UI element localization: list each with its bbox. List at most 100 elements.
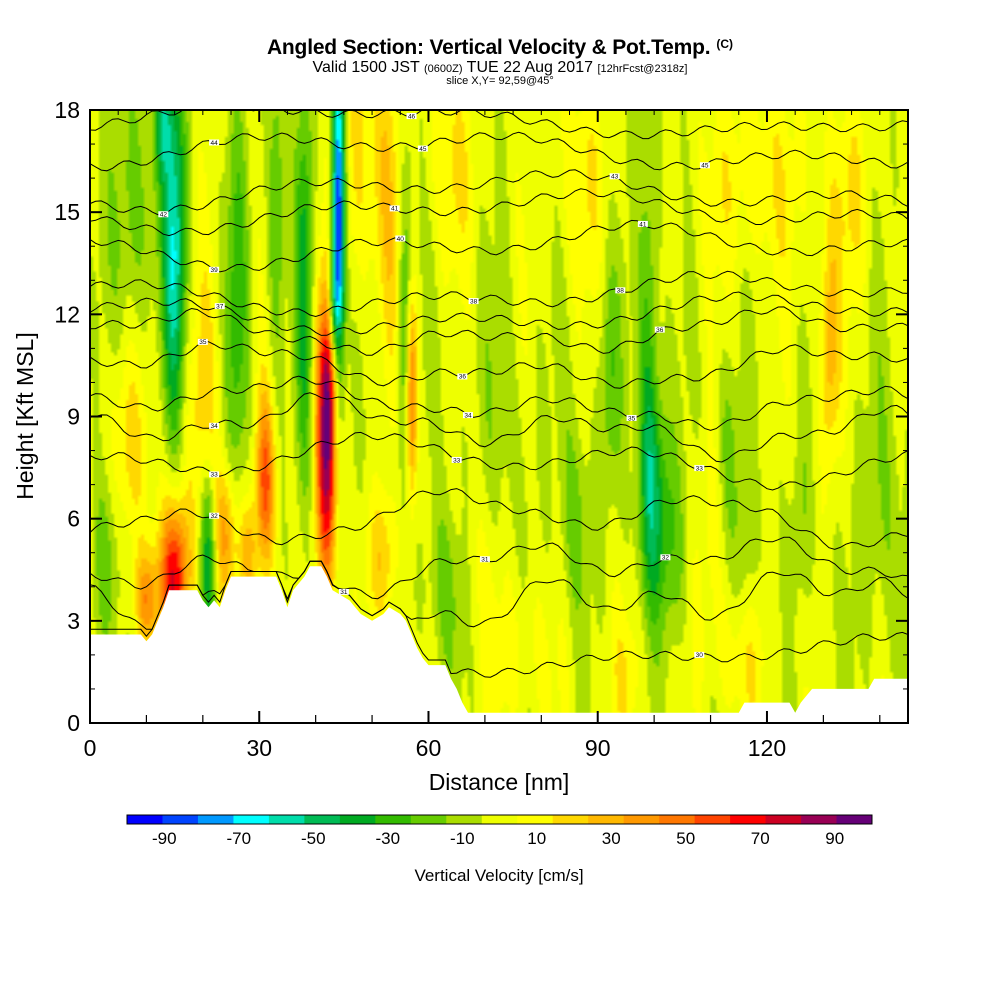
contour-label-bg: [197, 338, 208, 345]
y-tick-label: 3: [67, 608, 80, 634]
contour-label-bg: [209, 266, 220, 273]
valid-date: TUE 22 Aug 2017: [466, 59, 593, 76]
contour-label: 35: [628, 415, 636, 422]
terrain-mask: [90, 566, 908, 723]
contour-label-bg: [209, 422, 220, 429]
contour-label: 39: [210, 267, 218, 274]
contour-label: 36: [656, 327, 664, 334]
contour-label-bg: [451, 457, 462, 464]
contour-label-bg: [209, 139, 220, 146]
x-axis-label: Distance [nm]: [429, 769, 570, 795]
contour-label-bg: [609, 173, 620, 180]
contour-label: 34: [210, 423, 218, 430]
y-tick-label: 9: [67, 404, 80, 430]
x-tick-label: 60: [416, 735, 442, 761]
theta-contour: [90, 270, 908, 318]
contour-label-bg: [395, 235, 406, 242]
colorbar-swatch: [339, 815, 376, 824]
x-tick-label: 30: [246, 735, 272, 761]
contour-label: 34: [464, 412, 472, 419]
contour-label-bg: [214, 303, 225, 310]
contour-label: 38: [617, 288, 625, 295]
contour-label: 33: [453, 457, 461, 464]
colorbar-swatch: [197, 815, 234, 824]
contour-label: 44: [210, 140, 218, 147]
theta-contour: [90, 341, 908, 389]
slice-info: slice X,Y= 92,59@45°: [446, 75, 554, 87]
chart-title-text: Angled Section: Vertical Velocity & Pot.…: [266, 36, 711, 59]
theta-contour: [90, 375, 908, 431]
y-tick-label: 18: [54, 97, 80, 123]
contour-label-bg: [699, 162, 710, 169]
contour-label: 45: [701, 163, 709, 170]
colorbar-swatch: [375, 815, 412, 824]
colorbar-swatch: [304, 815, 341, 824]
x-tick-label: 0: [84, 735, 97, 761]
colorbar-swatch: [801, 815, 837, 824]
theta-contour: [90, 110, 908, 140]
colorbar-swatch: [268, 815, 305, 824]
y-tick-label: 6: [67, 506, 80, 532]
x-axis: 0 30 60 90 120: [84, 110, 881, 761]
colorbar: -90 -70 -50 -30 -10 10 30 50 70 90: [126, 814, 873, 848]
contour-label: 33: [210, 472, 218, 479]
contour-label-bg: [406, 113, 417, 120]
contour-label: 46: [408, 113, 416, 120]
colorbar-tick-label: -70: [226, 829, 251, 848]
theta-contour: [90, 306, 908, 356]
colorbar-tick-label: 10: [527, 829, 546, 848]
contour-label-bg: [457, 373, 468, 380]
colorbar-swatch: [588, 815, 625, 824]
valid-time: Valid 1500 JST: [312, 59, 420, 76]
contour-label: 30: [696, 652, 704, 659]
colorbar-tick-label: -50: [301, 829, 326, 848]
y-tick-label: 15: [54, 199, 80, 225]
theta-contour: [90, 392, 908, 463]
colorbar-label: Vertical Velocity [cm/s]: [414, 866, 583, 885]
colorbar-tick-label: -10: [450, 829, 475, 848]
forecast-info: [12hrFcst@2318z]: [597, 63, 688, 75]
contour-label: 41: [391, 206, 399, 213]
colorbar-swatch: [162, 815, 199, 824]
colorbar-swatch: [730, 815, 766, 824]
contour-label: 37: [216, 303, 224, 310]
colorbar-frame: [126, 814, 873, 825]
contour-label: 31: [481, 557, 489, 564]
contour-label-bg: [389, 205, 400, 212]
chart-title: Angled Section: Vertical Velocity & Pot.…: [0, 36, 1000, 60]
colorbar-tick-label: 90: [825, 829, 844, 848]
colorbar-swatch: [233, 815, 270, 824]
colorbar-tick-label: -30: [375, 829, 400, 848]
contour-label: 33: [696, 465, 704, 472]
contour-label-bg: [694, 465, 705, 472]
theta-contour: [90, 219, 908, 273]
contour-label: 32: [662, 555, 670, 562]
contour-labels: 30 31 31 32 32 33 33 33 34 34 35 35 36 36 37 38 38 39 40 41…: [158, 113, 710, 659]
contour-label-bg: [660, 554, 671, 561]
plot-area: 30 31 31 32 32 33 33 33 34 34 35 35 36 36 37 38 38 39 40 41…: [89, 109, 909, 724]
contour-label: 43: [611, 174, 619, 181]
colorbar-tick-label: 50: [676, 829, 695, 848]
theta-contour: [90, 188, 908, 237]
contour-label-bg: [468, 298, 479, 305]
colorbar-swatch: [694, 815, 731, 824]
contour-label: 38: [470, 298, 478, 305]
contour-label-bg: [615, 287, 626, 294]
y-axis-label: Height [Kft MSL]: [12, 332, 38, 499]
y-tick-label: 12: [54, 301, 80, 327]
contour-label: 45: [419, 146, 427, 153]
contour-label: 31: [340, 589, 348, 596]
x-tick-label: 90: [585, 735, 611, 761]
y-tick-label: 0: [67, 710, 80, 736]
valid-utc: (0600Z): [423, 63, 463, 75]
contour-label: 32: [210, 513, 218, 520]
colorbar-swatch: [623, 815, 660, 824]
contour-label-bg: [158, 211, 169, 218]
contour-label-bg: [209, 512, 220, 519]
contour-label-bg: [694, 651, 705, 658]
contour-label-bg: [209, 471, 220, 478]
colorbar-swatch: [765, 815, 802, 824]
colorbar-tick-label: 30: [602, 829, 621, 848]
